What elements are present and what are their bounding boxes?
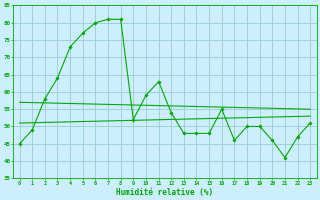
X-axis label: Humidité relative (%): Humidité relative (%) — [116, 188, 213, 197]
